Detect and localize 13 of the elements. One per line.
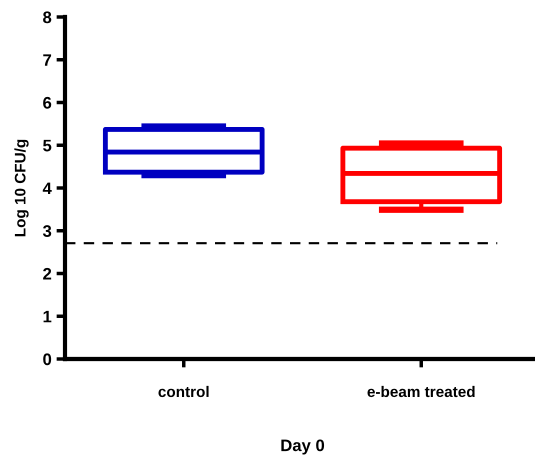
y-tick-label: 2 bbox=[43, 268, 52, 280]
y-tick-label: 4 bbox=[42, 182, 52, 194]
y-tick-label: 0 bbox=[43, 353, 52, 366]
y-tick-label: 3 bbox=[42, 225, 52, 237]
y-tick-label: 5 bbox=[43, 140, 52, 152]
y-tick-label: 7 bbox=[43, 54, 52, 66]
x-axis-title: Day 0 bbox=[281, 439, 324, 455]
y-axis-title: Log 10 CFU/g bbox=[14, 140, 29, 236]
x-tick-label: control bbox=[158, 386, 209, 398]
y-tick-label: 6 bbox=[43, 96, 52, 109]
x-tick-label: e-beam treated bbox=[368, 386, 475, 398]
y-tick-label: 8 bbox=[43, 11, 52, 24]
y-tick-label: 1 bbox=[44, 310, 52, 322]
